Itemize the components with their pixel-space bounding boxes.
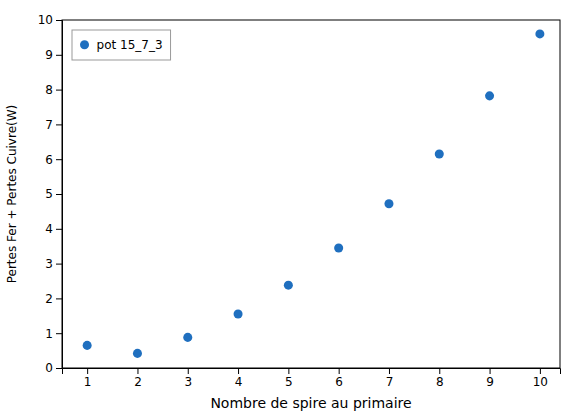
tick-mark [56, 90, 62, 91]
x-axis: 1 2 3 4 5 6 7 8 9 10 [63, 368, 561, 389]
axis-line [56, 21, 63, 369]
tick-label: 3 [45, 257, 53, 271]
tick: 8 [436, 368, 444, 389]
point [183, 333, 192, 342]
tick: 3 [45, 257, 62, 271]
tick-label: 5 [45, 187, 53, 201]
tick-mark [339, 368, 340, 374]
tick-mark [389, 368, 390, 374]
legend-item: pot 15_7_3 [80, 38, 163, 52]
tick: 6 [335, 368, 343, 389]
tick-mark [87, 368, 88, 374]
tick-mark [56, 333, 62, 334]
legend-box [72, 30, 171, 60]
point [83, 341, 92, 350]
point [535, 29, 544, 38]
tick-label: 8 [436, 375, 444, 389]
point [435, 149, 444, 158]
tick-mark [540, 368, 541, 374]
point [334, 243, 343, 252]
tick-mark [56, 159, 62, 160]
tick-mark [188, 368, 189, 374]
tick-label: 4 [45, 222, 53, 236]
tick: 4 [235, 368, 243, 389]
legend-symbol [80, 40, 89, 49]
legend: pot 15_7_3 [72, 30, 171, 60]
legend-label: pot 15_7_3 [97, 38, 163, 52]
tick-label: 10 [533, 375, 548, 389]
tick: 3 [184, 368, 192, 389]
tick-mark [56, 298, 62, 299]
tick: 6 [45, 153, 62, 167]
point [485, 91, 494, 100]
tick-label: 7 [45, 118, 53, 132]
tick: 5 [45, 187, 62, 201]
tick: 7 [45, 118, 62, 132]
tick: 8 [45, 83, 62, 97]
tick: 9 [486, 368, 494, 389]
tick-label: 4 [235, 375, 243, 389]
tick: 10 [38, 13, 62, 27]
plot: 1 2 3 4 5 6 7 8 9 10 0 1 2 3 4 5 6 7 8 9 10 pot 15_7_3 [38, 13, 561, 388]
tick-label: 2 [45, 292, 53, 306]
points [83, 29, 545, 357]
tick: 4 [45, 222, 62, 236]
tick-label: 9 [486, 375, 494, 389]
tick-mark [238, 368, 239, 374]
tick-label: 8 [45, 83, 53, 97]
tick-mark [56, 264, 62, 265]
tick-mark [439, 368, 440, 374]
point [284, 281, 293, 290]
tick-label: 6 [45, 153, 53, 167]
tick-label: 7 [386, 375, 394, 389]
plot-frame [62, 20, 560, 368]
tick-mark [56, 368, 62, 369]
point [133, 349, 142, 358]
tick: 5 [285, 368, 293, 389]
tick-label: 1 [45, 327, 53, 341]
tick-mark [56, 229, 62, 230]
tick-label: 10 [38, 13, 53, 27]
tick-mark [56, 20, 62, 21]
tick: 2 [134, 368, 142, 389]
tick-label: 9 [45, 48, 53, 62]
tick-mark [288, 368, 289, 374]
tick-label: 6 [335, 375, 343, 389]
chart: 1 2 3 4 5 6 7 8 9 10 0 1 2 3 4 5 6 7 8 9 10 pot 15_7_3 Nombre … [0, 0, 580, 420]
tick-label: 2 [134, 375, 142, 389]
y-axis-label: Pertes Fer + Pertes Cuivre(W) [5, 105, 19, 284]
point [384, 199, 393, 208]
tick: 2 [45, 292, 62, 306]
tick-label: 5 [285, 375, 293, 389]
tick-label: 3 [184, 375, 192, 389]
tick: 1 [45, 327, 62, 341]
tick: 10 [533, 368, 548, 389]
tick: 7 [386, 368, 394, 389]
tick-mark [137, 368, 138, 374]
tick: 9 [45, 48, 62, 62]
point [234, 310, 243, 319]
tick: 1 [84, 368, 92, 389]
tick: 0 [45, 361, 62, 375]
tick-mark [56, 55, 62, 56]
tick-label: 0 [45, 361, 53, 375]
tick-mark [490, 368, 491, 374]
axis-line [63, 369, 561, 375]
x-axis-label: Nombre de spire au primaire [210, 395, 411, 411]
tick-mark [56, 194, 62, 195]
y-axis: 0 1 2 3 4 5 6 7 8 9 10 [38, 13, 63, 375]
tick-label: 1 [84, 375, 92, 389]
tick-mark [56, 124, 62, 125]
